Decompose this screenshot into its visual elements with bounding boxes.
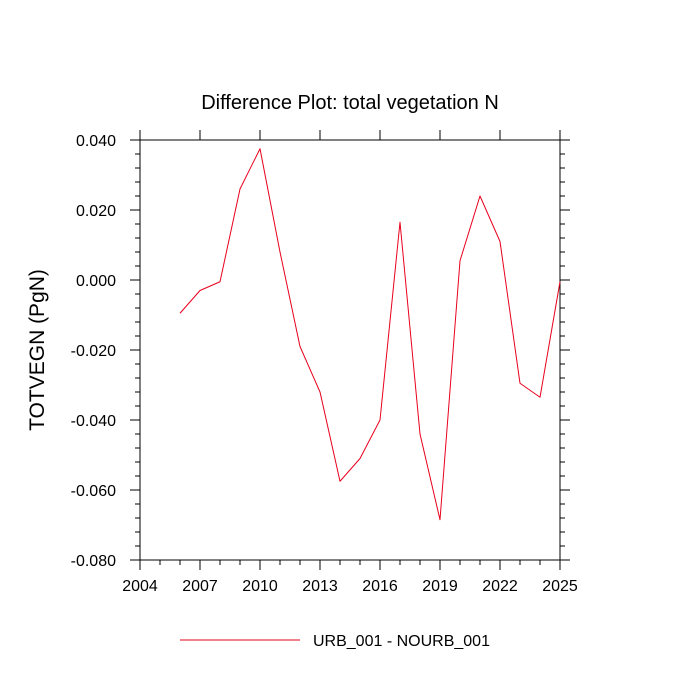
x-tick-label: 2019 <box>422 578 458 595</box>
y-tick-label: 0.020 <box>76 203 116 220</box>
series-layer <box>179 148 561 521</box>
y-tick-label: 0.040 <box>76 133 116 150</box>
x-tick-label: 2025 <box>542 578 578 595</box>
y-axis-label: TOTVEGN (PgN) <box>26 269 49 431</box>
y-tick-label: -0.020 <box>71 343 116 360</box>
x-tick-label: 2016 <box>362 578 398 595</box>
legend-label: URB_001 - NOURB_001 <box>313 633 490 650</box>
chart-title: Difference Plot: total vegetation N <box>201 92 499 114</box>
y-tick-label: -0.080 <box>71 553 116 570</box>
series-line-urb-001-nourb-001 <box>179 148 561 521</box>
plot-frame <box>139 139 561 561</box>
y-tick-labels: -0.080 -0.060 -0.040 -0.020 0.000 0.020 0.040 <box>71 133 116 570</box>
y-tick-label: -0.040 <box>71 413 116 430</box>
x-tick-label: 2022 <box>482 578 518 595</box>
x-tick-label: 2013 <box>302 578 338 595</box>
x-tick-label: 2010 <box>242 578 278 595</box>
y-tick-label: 0.000 <box>76 273 116 290</box>
x-tick-labels: 2004 2007 2010 2013 2016 2019 2022 2025 <box>122 578 578 595</box>
legend: URB_001 - NOURB_001 <box>180 633 490 650</box>
x-tick-label: 2004 <box>122 578 158 595</box>
axis-ticks <box>130 130 570 570</box>
y-tick-label: -0.060 <box>71 483 116 500</box>
x-tick-label: 2007 <box>182 578 218 595</box>
